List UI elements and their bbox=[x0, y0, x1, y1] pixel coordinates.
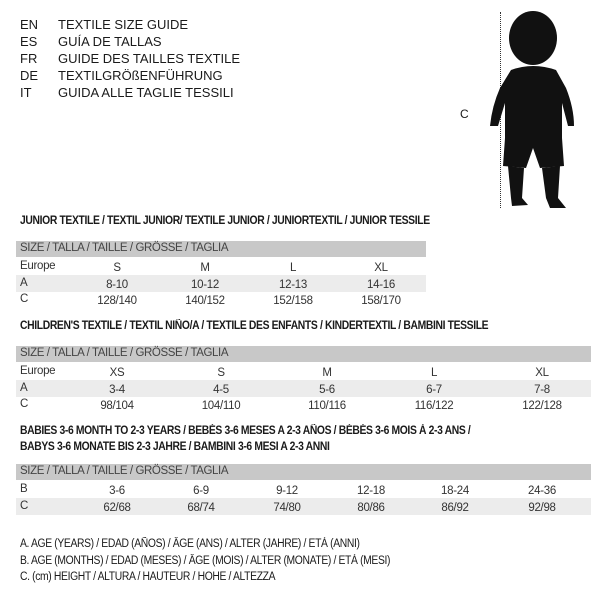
row-label: B bbox=[20, 483, 28, 495]
table-cell: 98/104 bbox=[100, 400, 134, 412]
table-cell: 104/110 bbox=[201, 400, 241, 412]
row-label: C bbox=[20, 293, 29, 305]
size-header-label: SIZE / TALLA / TAILLE / GRÖSSE / TAGLIA bbox=[20, 347, 229, 359]
table-cell: XL bbox=[374, 262, 388, 274]
table-cell: 128/140 bbox=[97, 295, 137, 307]
table-cell: 18-24 bbox=[441, 485, 469, 497]
size-header-bar bbox=[16, 241, 426, 257]
table-cell: 4-5 bbox=[213, 383, 229, 396]
table-cell: 122/128 bbox=[522, 400, 562, 412]
table-cell: 3-6 bbox=[109, 485, 125, 497]
legend-item: A. AGE (YEARS) / EDAD (AÑOS) / ÂGE (ANS)… bbox=[20, 538, 360, 550]
table-cell: M bbox=[322, 367, 332, 379]
table-cell: 152/158 bbox=[273, 295, 313, 307]
guide-title: TEXTILGRÖßENFÜHRUNG bbox=[58, 68, 223, 83]
table-cell: 92/98 bbox=[528, 501, 556, 514]
table-cell: 110/116 bbox=[308, 400, 346, 412]
table-cell: S bbox=[113, 262, 121, 274]
table-cell: 9-12 bbox=[276, 485, 298, 497]
table-cell: 5-6 bbox=[319, 383, 335, 396]
language-code: EN bbox=[20, 17, 39, 32]
row-shade bbox=[16, 379, 591, 397]
section-title: BABIES 3-6 MONTH TO 2-3 YEARS / BEBÉS 3-… bbox=[20, 425, 471, 437]
table-cell: 62/68 bbox=[103, 501, 131, 514]
row-shade bbox=[16, 497, 591, 515]
height-label: C bbox=[460, 107, 469, 121]
section-title: BABYS 3-6 MONATE BIS 2-3 JAHRE / BAMBINI… bbox=[20, 441, 330, 453]
table-cell: 158/170 bbox=[361, 295, 401, 307]
table-cell: L bbox=[430, 367, 438, 379]
section-title: JUNIOR TEXTILE / TEXTIL JUNIOR/ TEXTILE … bbox=[20, 215, 430, 227]
language-code: ES bbox=[20, 34, 38, 49]
row-shade bbox=[16, 274, 426, 292]
size-header-bar bbox=[16, 346, 591, 362]
table-cell: 68/74 bbox=[187, 501, 215, 514]
table-cell: XL bbox=[535, 367, 549, 379]
row-label: C bbox=[20, 398, 29, 410]
language-code: DE bbox=[20, 68, 39, 83]
table-cell: 80/86 bbox=[357, 501, 385, 514]
table-cell: 7-8 bbox=[534, 383, 550, 396]
guide-title: GUÍA DE TALLAS bbox=[58, 34, 162, 49]
row-label: Europe bbox=[20, 260, 56, 272]
legend-item: C. (cm) HEIGHT / ALTURA / HAUTEUR / HÖHE… bbox=[20, 571, 276, 583]
table-cell: 74/80 bbox=[273, 501, 301, 514]
child-silhouette-icon bbox=[490, 11, 574, 208]
language-code: FR bbox=[20, 51, 38, 66]
table-cell: L bbox=[289, 262, 297, 274]
table-cell: 8-10 bbox=[106, 278, 128, 291]
table-cell: S bbox=[217, 367, 225, 379]
table-cell: 24-36 bbox=[528, 485, 556, 497]
row-label: Europe bbox=[20, 365, 56, 377]
row-label: A bbox=[20, 276, 28, 289]
guide-title: GUIDA ALLE TAGLIE TESSILI bbox=[58, 85, 234, 100]
table-cell: 12-18 bbox=[357, 485, 385, 497]
row-label: C bbox=[20, 499, 29, 512]
guide-title: TEXTILE SIZE GUIDE bbox=[58, 17, 189, 32]
size-header-label: SIZE / TALLA / TAILLE / GRÖSSE / TAGLIA bbox=[20, 242, 229, 254]
table-cell: 86/92 bbox=[441, 501, 469, 514]
section-title: CHILDREN'S TEXTILE / TEXTIL NIÑO/A / TEX… bbox=[20, 320, 489, 332]
table-cell: 10-12 bbox=[191, 278, 219, 291]
table-cell: 6-7 bbox=[426, 383, 442, 396]
legend-item: B. AGE (MONTHS) / EDAD (MESES) / ÂGE (MO… bbox=[20, 554, 391, 567]
language-code: IT bbox=[20, 85, 32, 100]
table-cell: 140/152 bbox=[185, 295, 225, 307]
table-cell: M bbox=[200, 262, 210, 274]
table-cell: XS bbox=[109, 367, 125, 379]
guide-title: GUIDE DES TAILLES TEXTILE bbox=[58, 51, 241, 66]
table-cell: 3-4 bbox=[109, 383, 125, 396]
size-header-bar bbox=[16, 464, 591, 480]
row-label: A bbox=[20, 381, 28, 394]
table-cell: 14-16 bbox=[367, 278, 395, 291]
table-cell: 12-13 bbox=[279, 278, 307, 291]
size-header-label: SIZE / TALLA / TAILLE / GRÖSSE / TAGLIA bbox=[20, 465, 229, 477]
table-cell: 6-9 bbox=[193, 485, 209, 497]
table-cell: 116/122 bbox=[414, 400, 454, 412]
